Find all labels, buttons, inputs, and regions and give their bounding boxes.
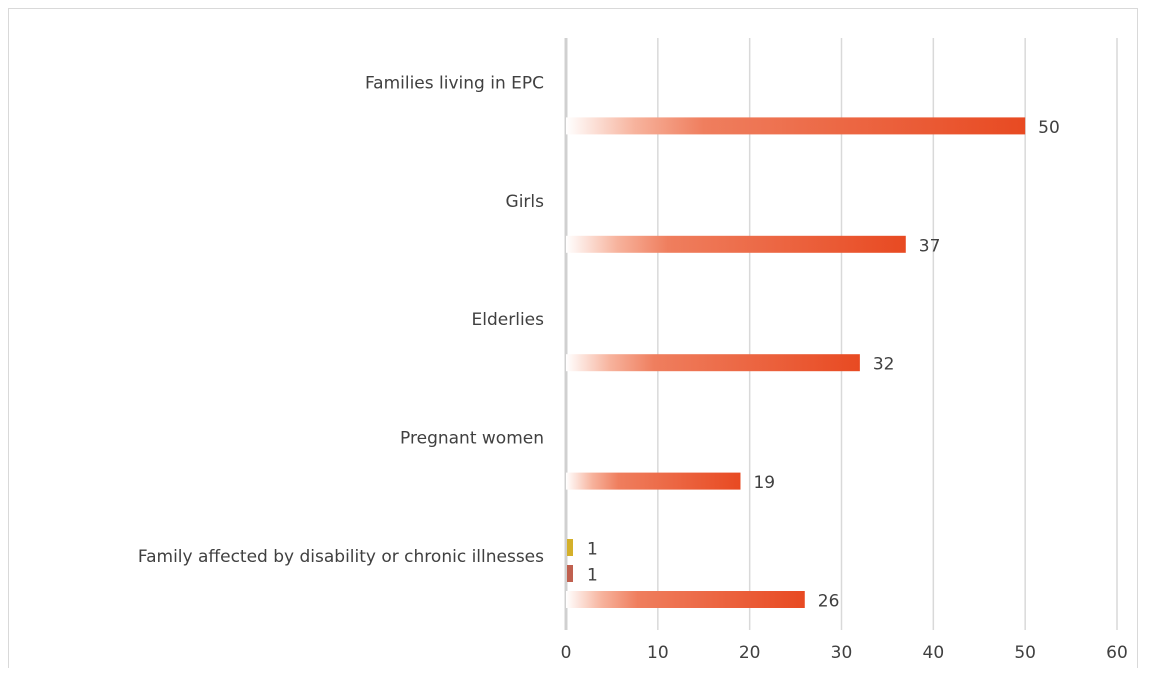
- x-tick-label: 0: [561, 643, 572, 663]
- bars: [566, 117, 1026, 608]
- category-label: Families living in EPC: [365, 73, 544, 93]
- bar: [566, 354, 860, 372]
- x-tick-label: 10: [647, 643, 669, 663]
- x-tick-label: 20: [739, 643, 761, 663]
- x-tick-label: 40: [923, 643, 945, 663]
- data-label: 19: [753, 473, 775, 493]
- chart-frame: [8, 8, 1138, 668]
- category-labels: Families living in EPC Girls Elderlies Preg…: [138, 73, 544, 567]
- data-label: 32: [873, 355, 895, 375]
- bar: [566, 235, 906, 253]
- x-tick-label: 30: [831, 643, 853, 663]
- bar: [566, 472, 741, 490]
- x-tick-labels: 0 10 20 30 40 50 60: [561, 643, 1128, 663]
- category-label: Elderlies: [472, 310, 545, 330]
- category-label: Girls: [506, 192, 545, 212]
- bar: [566, 591, 805, 608]
- data-labels: 50 37 32 19 1 1 26: [587, 118, 1060, 612]
- category-label: Family affected by disability or chronic…: [138, 547, 544, 567]
- bar: [566, 117, 1026, 135]
- gridlines: [657, 38, 1118, 630]
- data-label: 26: [818, 592, 840, 612]
- data-label: 1: [587, 566, 598, 586]
- data-label: 37: [919, 236, 941, 256]
- x-tick-label: 50: [1014, 643, 1036, 663]
- bar: [567, 565, 573, 582]
- bar: [567, 539, 573, 556]
- data-label: 50: [1038, 118, 1060, 138]
- x-tick-label: 60: [1106, 643, 1128, 663]
- category-label: Pregnant women: [400, 429, 544, 449]
- data-label: 1: [587, 540, 598, 560]
